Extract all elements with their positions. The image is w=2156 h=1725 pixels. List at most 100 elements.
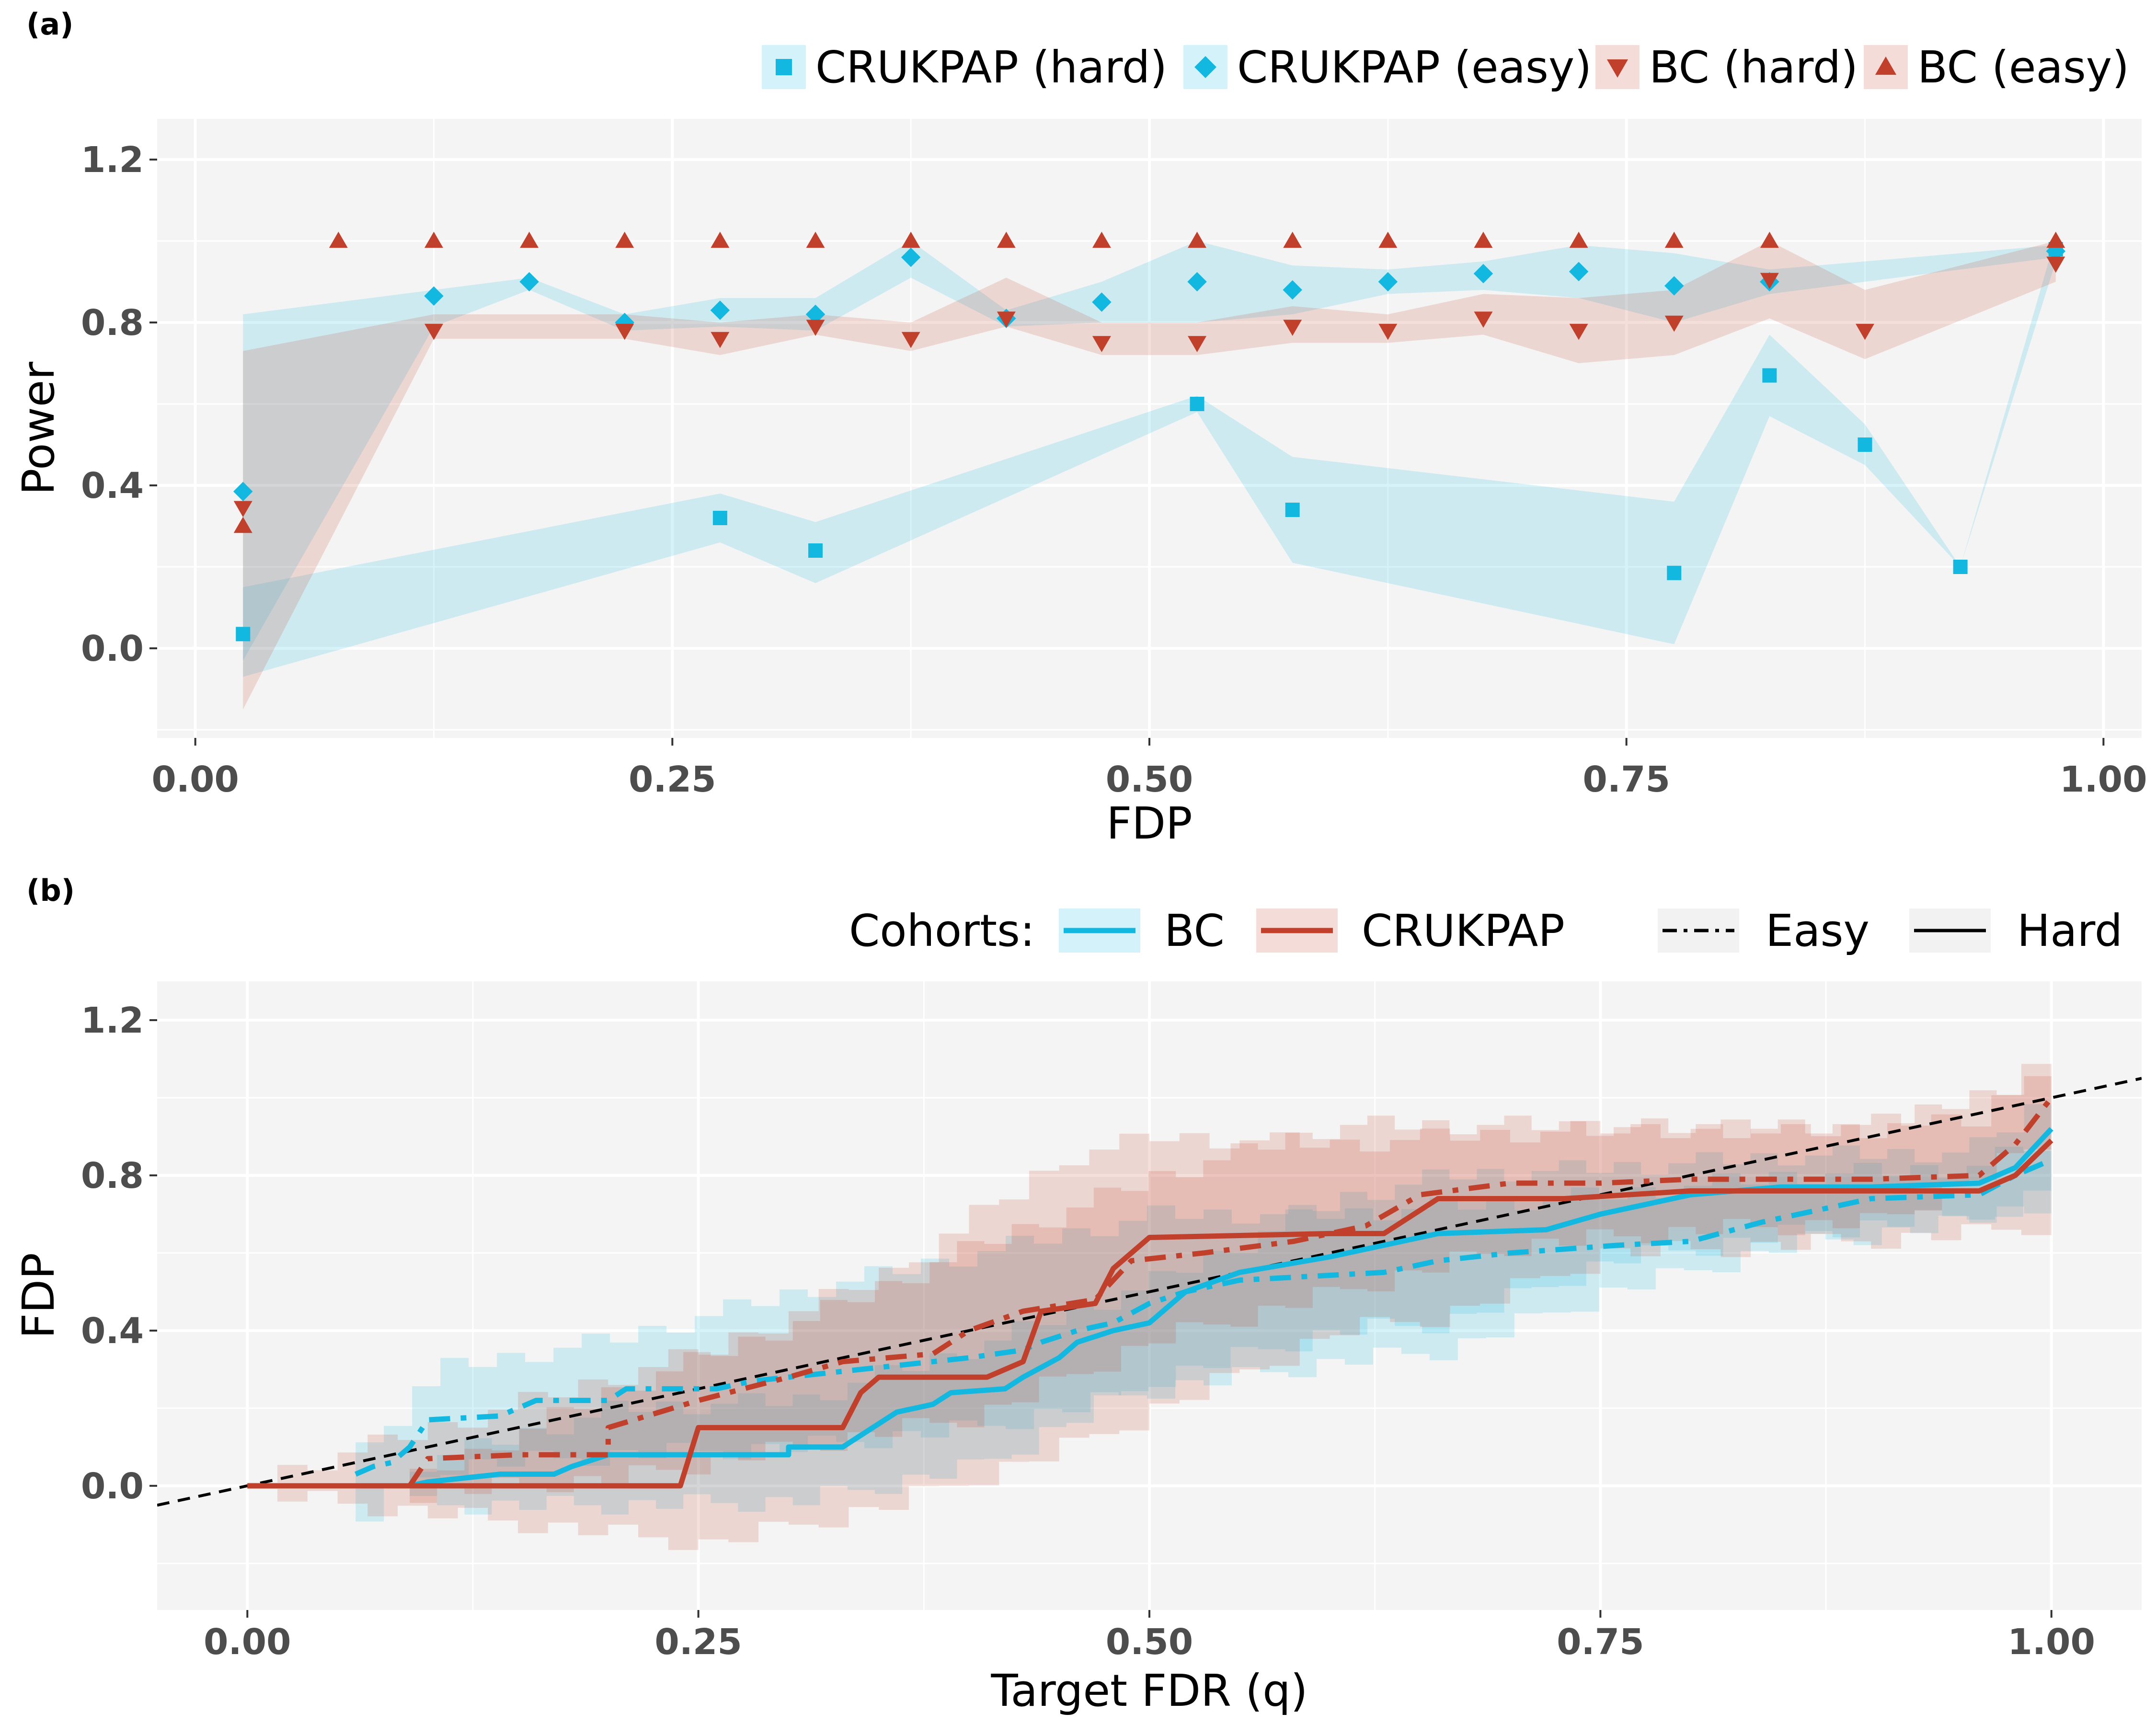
data-point (1188, 231, 1207, 248)
y-tick-label: 0.0 (81, 1466, 144, 1507)
y-tick-label: 1.2 (81, 1000, 144, 1041)
data-point (901, 332, 920, 348)
data-point (1190, 397, 1204, 411)
data-point (711, 231, 730, 248)
data-point (1856, 323, 1875, 340)
data-point (1473, 264, 1493, 284)
legend-label: Hard (2017, 905, 2122, 956)
y-tick-label: 0.0 (81, 628, 144, 669)
data-point (1569, 262, 1589, 281)
data-point (1474, 231, 1493, 248)
data-point (2046, 256, 2065, 273)
data-point (997, 231, 1016, 248)
data-point (1092, 336, 1111, 352)
data-point (233, 517, 252, 533)
y-tick-label: 0.8 (81, 302, 144, 344)
ribbon (356, 1132, 2052, 1522)
x-tick-label: 0.50 (1106, 1622, 1193, 1663)
data-point (233, 482, 253, 501)
legend-label: Easy (1766, 905, 1869, 956)
series-line (355, 1157, 2053, 1477)
legend-item: CRUKPAP (easy) (1183, 42, 1592, 93)
ribbon (243, 237, 2056, 677)
data-point (1378, 323, 1398, 340)
x-tick-label: 0.00 (204, 1622, 291, 1663)
data-point (901, 231, 920, 248)
data-point (520, 231, 539, 248)
data-point (1762, 368, 1777, 383)
x-tick-label: 1.00 (2060, 759, 2147, 800)
data-point (1092, 231, 1111, 248)
data-point (1283, 231, 1302, 248)
data-point (712, 511, 727, 525)
data-point (1187, 272, 1207, 292)
data-point (2046, 231, 2065, 248)
grid (157, 981, 2142, 1610)
legend-cohorts-title: Cohorts: (849, 905, 1035, 956)
plot-area (157, 1056, 2142, 1550)
data-point (1664, 315, 1684, 332)
data-point (424, 323, 443, 340)
series-line (409, 1127, 2053, 1489)
legend-label: CRUKPAP (hard) (815, 42, 1167, 93)
data-point (1283, 280, 1302, 300)
panel-label: (a) (26, 7, 74, 42)
panel-a: (a) 0.00 0.25 0.50 0.75 1.00 0.0 0.4 0.8 1.2 FDP Po… (13, 7, 2147, 849)
data-point (997, 311, 1016, 328)
y-tick-label: 1.2 (81, 139, 144, 181)
x-tick-label: 1.00 (2007, 1622, 2095, 1663)
series-line (407, 1096, 2054, 1487)
legend-label: BC (easy) (1917, 42, 2129, 93)
data-point (901, 247, 921, 267)
data-point (1667, 565, 1682, 580)
y-tick-label: 0.4 (81, 465, 144, 506)
legend-marker (1606, 59, 1628, 78)
data-point (1569, 231, 1588, 248)
x-tick-label: 0.00 (151, 759, 239, 800)
panel-b: (b) 0.00 0.25 0.50 0.75 1.00 0.0 0.4 0.8 1.2 Targe… (13, 873, 2142, 1716)
grid (157, 119, 2142, 738)
data-point (1858, 437, 1872, 452)
data-point (1953, 560, 1968, 574)
data-point (806, 320, 825, 336)
legend-item: BC (hard) (1595, 42, 1858, 93)
x-tick-label: 0.75 (1557, 1622, 1644, 1663)
data-point (424, 231, 443, 248)
y-tick-label: 0.8 (81, 1155, 144, 1196)
data-point (1760, 231, 1779, 248)
data-point (806, 231, 825, 248)
legend-label: BC (hard) (1649, 42, 1858, 93)
data-point (1378, 231, 1398, 248)
data-point (519, 272, 539, 292)
data-point (710, 300, 730, 320)
data-point (1760, 273, 1779, 289)
x-axis-title: Target FDR (q) (991, 1665, 1308, 1716)
data-point (1188, 336, 1207, 352)
legend-item: BC (easy) (1864, 42, 2129, 93)
legend-marker (1875, 56, 1897, 75)
y-axis-title: FDP (13, 1253, 64, 1338)
data-point (1092, 292, 1112, 312)
legend-label: BC (1164, 905, 1225, 956)
x-tick-label: 0.25 (654, 1622, 742, 1663)
data-point (424, 286, 444, 306)
data-point (1664, 276, 1684, 296)
y-tick-label: 0.4 (81, 1311, 144, 1352)
legend-label: CRUKPAP (1362, 905, 1565, 956)
data-point (615, 231, 634, 248)
x-tick-label: 0.25 (629, 759, 716, 800)
data-point (1283, 320, 1302, 336)
y-axis-title: Power (13, 362, 64, 495)
panel-label: (b) (26, 873, 75, 908)
legend: Cohorts: BC CRUKPAP Easy Hard (849, 905, 2122, 956)
data-point (808, 543, 823, 558)
data-point (1378, 272, 1398, 292)
data-point (329, 231, 348, 248)
data-point (233, 501, 252, 518)
reference-line (157, 1077, 2142, 1507)
data-point (1474, 311, 1493, 328)
ribbon (243, 241, 2056, 710)
data-point (805, 304, 826, 324)
data-point (1569, 323, 1588, 340)
